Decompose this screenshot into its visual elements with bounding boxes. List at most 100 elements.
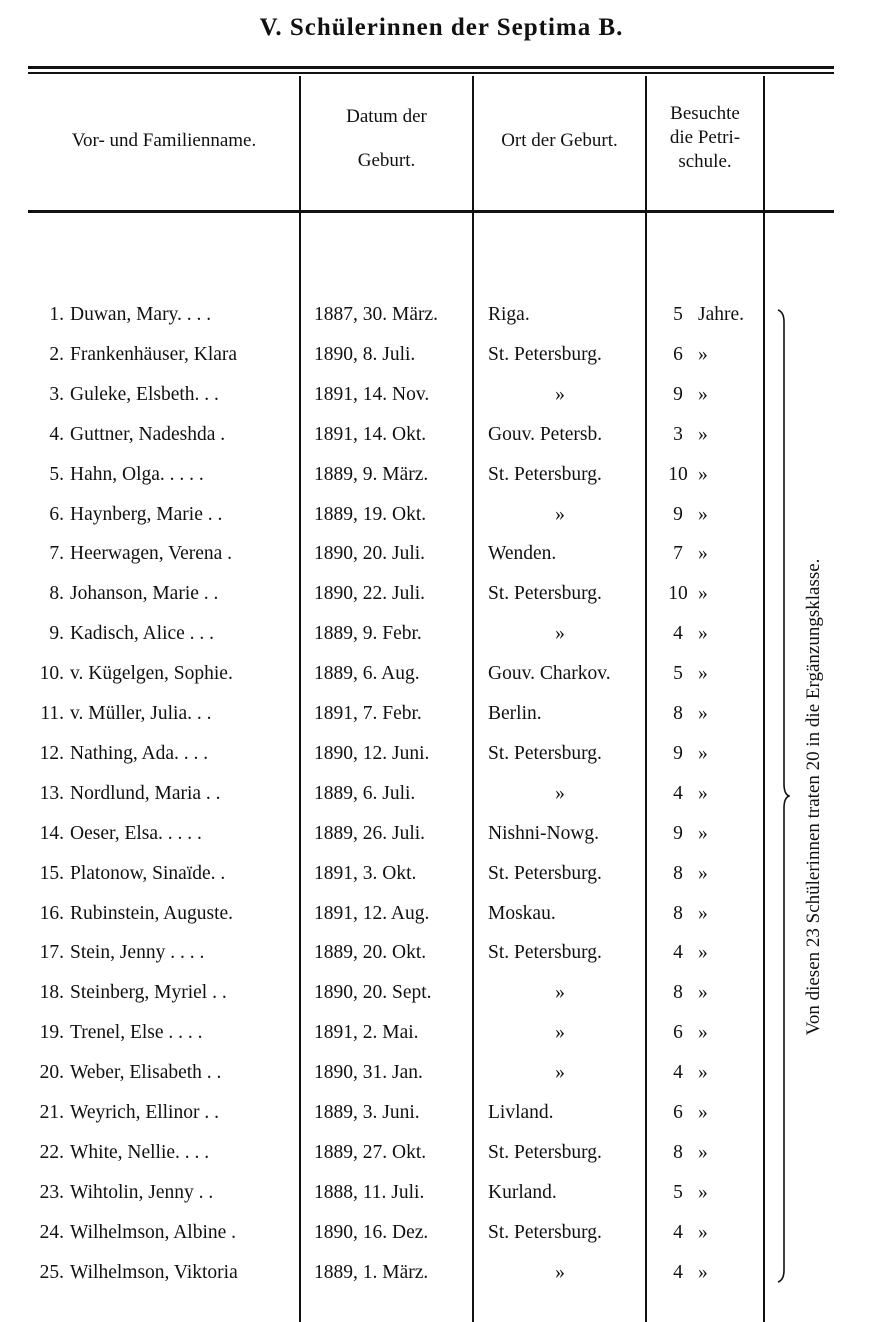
table-row: 10. v. Kügelgen, Sophie. 1889, 6. Aug. Gouv… (0, 663, 883, 703)
student-name: Wilhelmson, Albine . (70, 1221, 237, 1243)
table-row: 15. Platonow, Sinaïde. . 1891, 3. Okt. St. … (0, 863, 883, 903)
table-row: 13. Nordlund, Maria . . 1889, 6. Juli. » 4 » (0, 783, 883, 823)
years-attended: 10 (668, 463, 688, 485)
years-attended: 6 (673, 343, 683, 365)
student-name: Kadisch, Alice . . . (70, 623, 215, 645)
years-unit: » (698, 822, 708, 844)
table-row: 19. Trenel, Else . . . . 1891, 2. Mai. » 6 » (0, 1022, 883, 1062)
header-place: Ort der Geburt. (501, 130, 618, 151)
birth-place: Moskau. (488, 902, 556, 924)
years-attended: 10 (668, 583, 688, 605)
years-unit: » (698, 663, 708, 685)
years-unit: » (698, 1022, 708, 1044)
table-row: 18. Steinberg, Myriel . . 1890, 20. Sept. »… (0, 982, 883, 1022)
student-name: Guleke, Elsbeth. . . (70, 383, 219, 405)
table-row: 1. Duwan, Mary. . . . 1887, 30. März. Riga.… (0, 304, 883, 344)
student-name: Guttner, Nadeshda . (70, 423, 226, 445)
row-number: 4. (49, 423, 64, 445)
header-bottom-rule (28, 210, 834, 213)
student-name: Heerwagen, Verena . (70, 543, 233, 565)
student-name: Nathing, Ada. . . . (70, 742, 209, 764)
row-number: 9. (49, 623, 64, 645)
years-unit: » (698, 902, 708, 924)
years-attended: 4 (673, 623, 683, 645)
birth-place: » (555, 1062, 565, 1084)
birth-place: Berlin. (488, 703, 542, 724)
birth-date: 1891, 7. Febr. (314, 703, 422, 724)
years-unit: » (698, 1062, 708, 1084)
student-name: Oeser, Elsa. . . . . (70, 822, 202, 844)
header-school-line1: Besuchte (670, 103, 740, 124)
birth-place: Gouv. Petersb. (488, 423, 603, 445)
table-row: 25. Wilhelmson, Viktoria 1889, 1. März. » 4 » (0, 1262, 883, 1302)
years-unit: » (698, 343, 708, 365)
header-school: Besuchte die Petri- schule. (647, 102, 763, 174)
table-row: 7. Heerwagen, Verena . 1890, 20. Juli. Wend… (0, 543, 883, 583)
years-unit: » (698, 543, 708, 565)
years-unit: » (698, 423, 708, 445)
birth-date: 1891, 2. Mai. (314, 1022, 419, 1044)
birth-date: 1890, 16. Dez. (314, 1221, 429, 1243)
top-rule-thin (28, 72, 834, 74)
header-date: Datum der Geburt. (301, 98, 472, 180)
birth-place: Nishni-Nowg. (488, 822, 600, 844)
student-name: Trenel, Else . . . . (70, 1022, 203, 1044)
birth-place: Wenden. (488, 543, 557, 565)
birth-place: » (555, 782, 565, 804)
table-row: 20. Weber, Elisabeth . . 1890, 31. Jan. » 4 » (0, 1062, 883, 1102)
student-name: Wihtolin, Jenny . . (70, 1181, 214, 1203)
row-number: 16. (39, 902, 64, 924)
birth-date: 1890, 31. Jan. (314, 1062, 423, 1084)
birth-date: 1890, 22. Juli. (314, 583, 426, 605)
birth-date: 1890, 20. Sept. (314, 982, 432, 1004)
student-name: White, Nellie. . . . (70, 1141, 210, 1163)
table-row: 2. Frankenhäuser, Klara 1890, 8. Juli. St. … (0, 344, 883, 384)
table-row: 24. Wilhelmson, Albine . 1890, 16. Dez. St.… (0, 1222, 883, 1262)
years-unit: » (698, 742, 708, 764)
years-unit: » (698, 583, 708, 605)
years-attended: 4 (673, 1062, 683, 1084)
birth-date: 1890, 20. Juli. (314, 543, 426, 565)
years-attended: 4 (673, 1261, 683, 1283)
years-unit: » (698, 703, 708, 724)
birth-date: 1891, 12. Aug. (314, 902, 430, 924)
birth-date: 1891, 14. Okt. (314, 423, 427, 445)
birth-place: Kurland. (488, 1181, 557, 1203)
birth-place: St. Petersburg. (488, 1221, 602, 1243)
years-attended: 4 (673, 1221, 683, 1243)
student-name: Duwan, Mary. . . . (70, 304, 212, 325)
row-number: 10. (39, 663, 64, 685)
row-number: 21. (39, 1102, 64, 1123)
row-number: 2. (49, 343, 64, 365)
years-attended: 8 (673, 703, 683, 724)
years-attended: 5 (673, 304, 683, 325)
header-date-line1: Datum der (346, 106, 427, 127)
student-name: Steinberg, Myriel . . (70, 982, 227, 1004)
years-unit: » (698, 982, 708, 1004)
student-name: Rubinstein, Auguste. (70, 902, 234, 924)
birth-place: » (555, 1022, 565, 1044)
row-number: 22. (39, 1141, 64, 1163)
column-divider (299, 76, 301, 1322)
student-name: Frankenhäuser, Klara (70, 343, 238, 365)
row-number: 5. (49, 463, 64, 485)
student-name: Haynberg, Marie . . (70, 503, 223, 525)
row-number: 14. (39, 822, 64, 844)
table-row: 21. Weyrich, Ellinor . . 1889, 3. Juni. Liv… (0, 1102, 883, 1142)
birth-date: 1889, 26. Juli. (314, 822, 426, 844)
table-row: 9. Kadisch, Alice . . . 1889, 9. Febr. » 4 » (0, 623, 883, 663)
column-divider (763, 76, 765, 1322)
birth-place: » (555, 623, 565, 645)
row-number: 3. (49, 383, 64, 405)
row-number: 19. (39, 1022, 64, 1044)
years-attended: 9 (673, 503, 683, 525)
row-number: 6. (49, 503, 64, 525)
birth-date: 1887, 30. März. (314, 304, 439, 325)
birth-date: 1889, 27. Okt. (314, 1141, 427, 1163)
row-number: 12. (39, 742, 64, 764)
years-attended: 8 (673, 902, 683, 924)
years-attended: 3 (673, 423, 683, 445)
row-number: 1. (49, 304, 64, 325)
birth-place: Livland. (488, 1102, 554, 1123)
years-attended: 8 (673, 982, 683, 1004)
